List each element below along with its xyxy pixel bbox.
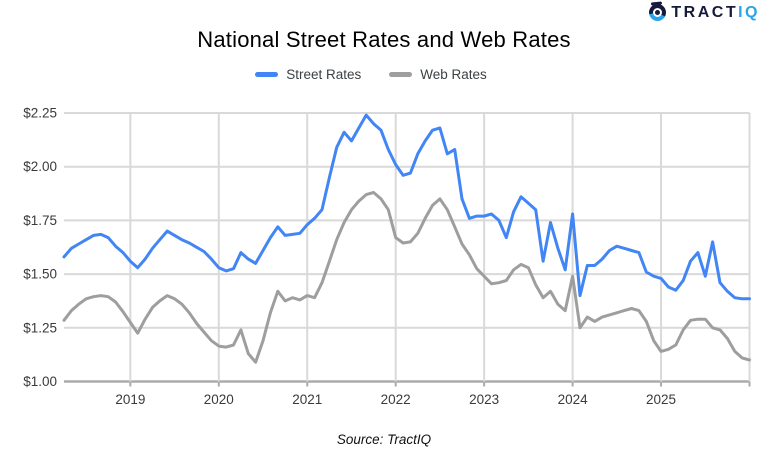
x-axis-tick-label: 2025 — [646, 392, 676, 407]
web-rates-line — [62, 191, 751, 364]
tractiq-logo-text: TRACTIQ — [671, 3, 760, 21]
chart-title: National Street Rates and Web Rates — [197, 27, 571, 52]
web-rates-swatch — [389, 72, 413, 77]
y-axis-tick-label: $1.25 — [23, 320, 57, 335]
x-axis-tick-label: 2024 — [558, 392, 589, 407]
y-axis-tick-label: $1.75 — [23, 213, 57, 228]
logo-text-primary: TRACT — [671, 3, 739, 21]
x-axis-tick-label: 2021 — [292, 392, 322, 407]
tractiq-logo-icon — [649, 1, 667, 21]
logo-text-accent: IQ — [738, 3, 760, 21]
y-axis-tick-label: $2.25 — [23, 106, 57, 121]
x-axis-tick-label: 2022 — [381, 392, 411, 407]
street-rates-legend-label: Street Rates — [286, 67, 362, 82]
tractiq-logo[interactable]: TRACTIQ — [649, 1, 760, 21]
source-note: Source: TractIQ — [336, 432, 432, 447]
x-axis-tick-label: 2020 — [204, 392, 234, 407]
legend-item-street-rates: Street Rates — [255, 67, 361, 82]
x-axis-tick-label: 2023 — [469, 392, 499, 407]
y-axis-tick-label: $2.00 — [23, 159, 57, 174]
y-axis-tick-label: $1.00 — [23, 374, 57, 389]
street-rates-swatch — [255, 72, 279, 77]
legend-item-web-rates: Web Rates — [389, 67, 487, 82]
web-rates-legend-label: Web Rates — [420, 67, 487, 82]
y-axis-tick-label: $1.50 — [23, 267, 57, 282]
chart-legend: Street Rates Web Rates — [0, 67, 755, 82]
street-rates-line — [62, 113, 751, 301]
x-axis-tick-label: 2019 — [115, 392, 145, 407]
